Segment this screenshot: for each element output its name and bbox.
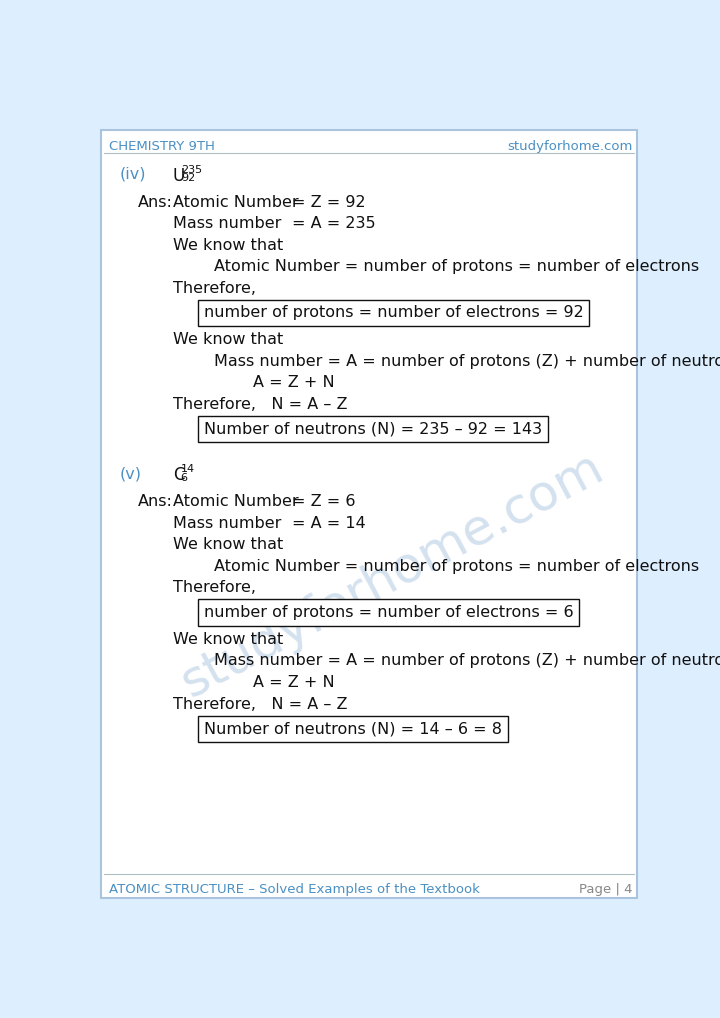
Text: = A = 14: = A = 14 [292,516,365,530]
Text: = A = 235: = A = 235 [292,216,375,231]
Text: studyforhome.com: studyforhome.com [173,443,611,706]
Text: A = Z + N: A = Z + N [253,376,334,391]
Text: = Z = 6: = Z = 6 [292,494,355,509]
Text: We know that: We know that [173,332,283,347]
Text: Atomic Number = number of protons = number of electrons: Atomic Number = number of protons = numb… [214,559,699,574]
Text: ATOMIC STRUCTURE – Solved Examples of the Textbook: ATOMIC STRUCTURE – Solved Examples of th… [109,883,480,896]
Text: Ans:: Ans: [138,494,173,509]
Text: 235: 235 [181,165,202,174]
Text: Mass number: Mass number [173,216,282,231]
Text: studyforhome.com: studyforhome.com [507,139,632,153]
Text: CHEMISTRY 9TH: CHEMISTRY 9TH [109,139,215,153]
FancyBboxPatch shape [101,130,637,898]
Text: number of protons = number of electrons = 92: number of protons = number of electrons … [204,305,584,321]
Text: 6: 6 [181,472,188,483]
Text: We know that: We know that [173,237,283,252]
Text: Therefore,   N = A – Z: Therefore, N = A – Z [173,397,348,412]
Text: Page | 4: Page | 4 [579,883,632,896]
Text: Mass number = A = number of protons (Z) + number of neutrons (N): Mass number = A = number of protons (Z) … [214,354,720,369]
Text: = Z = 92: = Z = 92 [292,194,365,210]
Text: Therefore,   N = A – Z: Therefore, N = A – Z [173,696,348,712]
Text: We know that: We know that [173,538,283,552]
Text: Number of neutrons (N) = 235 – 92 = 143: Number of neutrons (N) = 235 – 92 = 143 [204,421,542,437]
Text: 92: 92 [181,173,196,183]
Text: 14: 14 [181,464,195,474]
Text: C: C [173,466,184,485]
Text: Mass number: Mass number [173,516,282,530]
Text: Therefore,: Therefore, [173,281,256,296]
Text: Atomic Number: Atomic Number [173,194,299,210]
Text: number of protons = number of electrons = 6: number of protons = number of electrons … [204,605,574,620]
Text: Ans:: Ans: [138,194,173,210]
Text: Mass number = A = number of protons (Z) + number of neutrons (N): Mass number = A = number of protons (Z) … [214,654,720,669]
Text: A = Z + N: A = Z + N [253,675,334,690]
Text: Therefore,: Therefore, [173,580,256,596]
Text: We know that: We know that [173,632,283,646]
Text: (v): (v) [120,466,141,482]
Text: Number of neutrons (N) = 14 – 6 = 8: Number of neutrons (N) = 14 – 6 = 8 [204,721,502,736]
Text: Atomic Number: Atomic Number [173,494,299,509]
Text: (iv): (iv) [120,167,146,182]
Text: U: U [173,167,185,185]
Text: Atomic Number = number of protons = number of electrons: Atomic Number = number of protons = numb… [214,260,699,274]
